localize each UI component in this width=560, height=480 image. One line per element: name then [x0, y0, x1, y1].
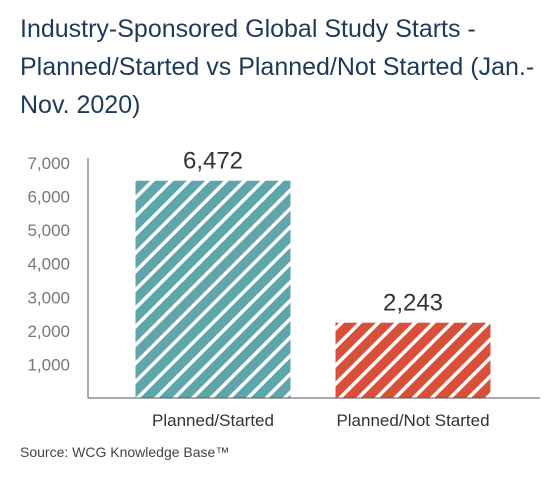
- x-tick-label: Planned/Started: [152, 411, 274, 430]
- y-tick-label: 6,000: [27, 188, 70, 207]
- y-tick-label: 4,000: [27, 255, 70, 274]
- bar-planned-started: [135, 180, 291, 398]
- y-axis-ticks: 1,000 2,000 3,000 4,000 5,000 6,000 7,000: [27, 154, 70, 374]
- bars: [135, 180, 491, 398]
- y-tick-label: 1,000: [27, 355, 70, 374]
- y-tick-label: 5,000: [27, 221, 70, 240]
- value-labels: 6,472 2,243: [183, 148, 443, 317]
- x-axis-labels: Planned/Started Planned/Not Started: [152, 411, 490, 430]
- y-tick-label: 3,000: [27, 288, 70, 307]
- axes: [87, 158, 540, 399]
- y-tick-label: 7,000: [27, 154, 70, 173]
- chart-title: Industry-Sponsored Global Study Starts -…: [20, 15, 535, 119]
- y-tick-label: 2,000: [27, 322, 70, 341]
- value-label: 6,472: [183, 148, 243, 175]
- value-label: 2,243: [383, 290, 443, 317]
- x-tick-label: Planned/Not Started: [336, 411, 489, 430]
- bar-planned-not-started: [335, 322, 491, 398]
- source-note: Source: WCG Knowledge Base™: [20, 444, 230, 460]
